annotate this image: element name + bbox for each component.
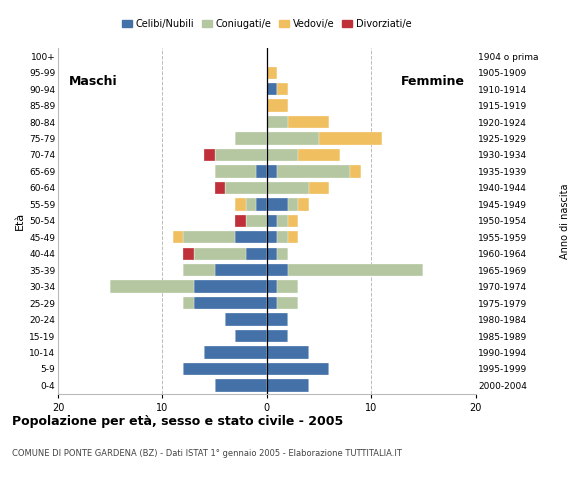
Text: Maschi: Maschi <box>68 75 117 88</box>
Bar <box>235 330 267 342</box>
Bar <box>267 132 319 144</box>
Bar <box>267 67 277 79</box>
Bar <box>204 149 215 161</box>
Bar <box>267 280 277 293</box>
Bar <box>235 132 267 144</box>
Bar <box>288 231 298 243</box>
Bar <box>215 165 256 178</box>
Bar <box>204 346 267 359</box>
Bar <box>288 198 298 211</box>
Bar <box>350 165 361 178</box>
Bar <box>309 182 329 194</box>
Bar <box>277 215 288 227</box>
Bar <box>277 165 350 178</box>
Bar <box>277 280 298 293</box>
Bar <box>267 346 309 359</box>
Bar <box>267 198 288 211</box>
Bar <box>267 83 277 96</box>
Bar <box>267 248 277 260</box>
Bar <box>319 132 382 144</box>
Bar <box>256 165 267 178</box>
Text: COMUNE DI PONTE GARDENA (BZ) - Dati ISTAT 1° gennaio 2005 - Elaborazione TUTTITA: COMUNE DI PONTE GARDENA (BZ) - Dati ISTA… <box>12 449 401 458</box>
Bar <box>267 215 277 227</box>
Bar <box>225 313 267 326</box>
Bar <box>173 231 183 243</box>
Bar <box>288 116 329 128</box>
Bar <box>183 231 235 243</box>
Text: Popolazione per età, sesso e stato civile - 2005: Popolazione per età, sesso e stato civil… <box>12 415 343 428</box>
Bar <box>246 215 267 227</box>
Bar <box>183 264 215 276</box>
Bar <box>267 231 277 243</box>
Bar <box>183 248 194 260</box>
Bar <box>194 297 267 309</box>
Y-axis label: Età: Età <box>15 212 25 230</box>
Bar <box>215 182 225 194</box>
Bar <box>225 182 267 194</box>
Bar <box>194 280 267 293</box>
Bar <box>110 280 194 293</box>
Bar <box>267 182 309 194</box>
Bar <box>277 297 298 309</box>
Bar <box>277 231 288 243</box>
Bar <box>246 248 267 260</box>
Bar <box>256 198 267 211</box>
Bar <box>235 198 246 211</box>
Bar <box>267 149 298 161</box>
Bar <box>288 215 298 227</box>
Bar <box>215 379 267 392</box>
Bar <box>277 248 288 260</box>
Bar <box>277 83 288 96</box>
Bar <box>267 330 288 342</box>
Bar <box>298 149 340 161</box>
Bar <box>267 297 277 309</box>
Bar <box>215 264 267 276</box>
Bar <box>288 264 423 276</box>
Bar <box>235 231 267 243</box>
Bar <box>267 264 288 276</box>
Legend: Celibi/Nubili, Coniugati/e, Vedovi/e, Divorziati/e: Celibi/Nubili, Coniugati/e, Vedovi/e, Di… <box>118 15 415 33</box>
Bar <box>246 198 256 211</box>
Bar <box>267 165 277 178</box>
Bar <box>183 297 194 309</box>
Bar <box>235 215 246 227</box>
Bar <box>298 198 309 211</box>
Bar <box>267 313 288 326</box>
Bar <box>194 248 246 260</box>
Bar <box>215 149 267 161</box>
Bar <box>267 379 309 392</box>
Bar <box>267 116 288 128</box>
Text: Femmine: Femmine <box>401 75 465 88</box>
Bar <box>267 363 329 375</box>
Bar <box>183 363 267 375</box>
Bar <box>267 99 288 112</box>
Text: Anno di nascita: Anno di nascita <box>560 183 571 259</box>
